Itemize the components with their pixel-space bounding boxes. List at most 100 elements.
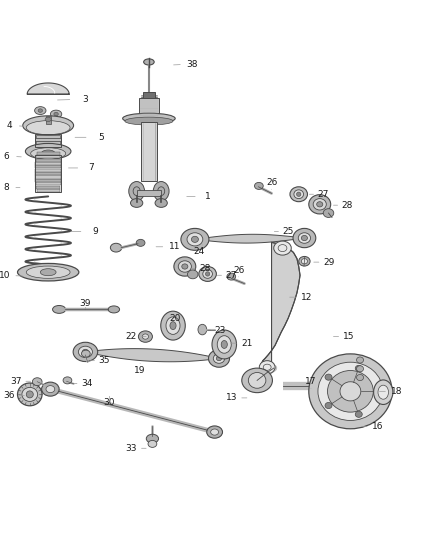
Ellipse shape <box>301 259 307 264</box>
Text: 39: 39 <box>80 299 91 308</box>
Ellipse shape <box>212 330 237 359</box>
Text: 22: 22 <box>126 332 137 341</box>
Bar <box>137 190 161 197</box>
Ellipse shape <box>205 272 210 276</box>
Text: 11: 11 <box>169 243 180 251</box>
Bar <box>35 138 61 141</box>
Polygon shape <box>261 243 300 374</box>
Ellipse shape <box>357 366 364 372</box>
Ellipse shape <box>78 346 92 358</box>
Text: 1: 1 <box>205 192 211 201</box>
Bar <box>37 152 60 155</box>
Ellipse shape <box>357 357 364 363</box>
Ellipse shape <box>82 349 88 354</box>
Bar <box>35 172 61 175</box>
Ellipse shape <box>25 143 71 159</box>
Bar <box>35 165 61 168</box>
Text: 25: 25 <box>283 227 294 236</box>
Ellipse shape <box>290 187 307 201</box>
Ellipse shape <box>274 241 291 255</box>
Ellipse shape <box>42 382 59 396</box>
Bar <box>141 122 157 181</box>
Bar <box>36 155 60 158</box>
Ellipse shape <box>293 229 316 248</box>
Text: 28: 28 <box>342 201 353 209</box>
Text: 19: 19 <box>134 366 146 375</box>
Ellipse shape <box>328 370 373 412</box>
Text: 33: 33 <box>126 444 137 453</box>
Bar <box>36 185 60 189</box>
Ellipse shape <box>181 229 209 251</box>
Text: 10: 10 <box>0 271 10 280</box>
Text: 37: 37 <box>10 377 21 386</box>
Ellipse shape <box>355 365 362 372</box>
Text: 17: 17 <box>305 377 317 386</box>
Text: 27: 27 <box>318 190 329 199</box>
Ellipse shape <box>313 199 326 210</box>
Text: 13: 13 <box>226 393 237 402</box>
Ellipse shape <box>123 113 175 124</box>
Ellipse shape <box>208 350 230 367</box>
Ellipse shape <box>198 324 207 335</box>
Ellipse shape <box>187 233 203 246</box>
Bar <box>35 155 61 192</box>
Text: 16: 16 <box>372 422 383 431</box>
Ellipse shape <box>146 434 159 443</box>
Ellipse shape <box>211 429 219 435</box>
Text: 20: 20 <box>170 314 181 322</box>
Ellipse shape <box>213 354 225 364</box>
Bar <box>36 141 60 144</box>
Ellipse shape <box>221 341 227 349</box>
Ellipse shape <box>191 236 198 243</box>
Ellipse shape <box>309 195 331 214</box>
Ellipse shape <box>166 317 180 334</box>
Ellipse shape <box>242 368 272 393</box>
Text: 29: 29 <box>324 257 335 266</box>
Bar <box>36 182 60 185</box>
Bar <box>37 189 60 192</box>
Bar <box>35 175 61 179</box>
Ellipse shape <box>18 263 79 281</box>
Text: 6: 6 <box>4 151 10 160</box>
Text: 35: 35 <box>99 356 110 365</box>
Ellipse shape <box>323 209 334 217</box>
Text: 23: 23 <box>215 326 226 335</box>
Ellipse shape <box>144 59 154 65</box>
Ellipse shape <box>53 305 66 313</box>
Ellipse shape <box>170 322 176 329</box>
Ellipse shape <box>325 402 332 409</box>
Ellipse shape <box>18 383 42 406</box>
Ellipse shape <box>297 192 301 197</box>
Ellipse shape <box>148 440 157 447</box>
Ellipse shape <box>298 233 311 243</box>
Ellipse shape <box>378 385 389 399</box>
Polygon shape <box>27 83 69 94</box>
Ellipse shape <box>355 411 362 417</box>
Polygon shape <box>195 235 304 243</box>
Text: 5: 5 <box>98 133 104 142</box>
Bar <box>35 179 61 182</box>
Ellipse shape <box>155 199 167 207</box>
Ellipse shape <box>129 182 145 201</box>
Ellipse shape <box>294 190 304 199</box>
Ellipse shape <box>299 256 310 266</box>
Ellipse shape <box>318 362 383 421</box>
Ellipse shape <box>46 386 55 393</box>
Bar <box>37 144 60 147</box>
Ellipse shape <box>50 110 62 118</box>
Ellipse shape <box>40 269 56 276</box>
Ellipse shape <box>81 350 90 357</box>
Ellipse shape <box>73 342 98 361</box>
Ellipse shape <box>22 387 38 401</box>
Ellipse shape <box>325 374 332 380</box>
Text: 26: 26 <box>266 178 277 187</box>
Polygon shape <box>85 349 219 362</box>
Ellipse shape <box>217 336 231 353</box>
Text: 8: 8 <box>3 183 9 192</box>
Ellipse shape <box>136 239 145 246</box>
Ellipse shape <box>63 377 72 384</box>
Ellipse shape <box>227 273 236 280</box>
Ellipse shape <box>125 117 173 125</box>
Ellipse shape <box>32 378 42 386</box>
Text: 24: 24 <box>194 247 205 256</box>
